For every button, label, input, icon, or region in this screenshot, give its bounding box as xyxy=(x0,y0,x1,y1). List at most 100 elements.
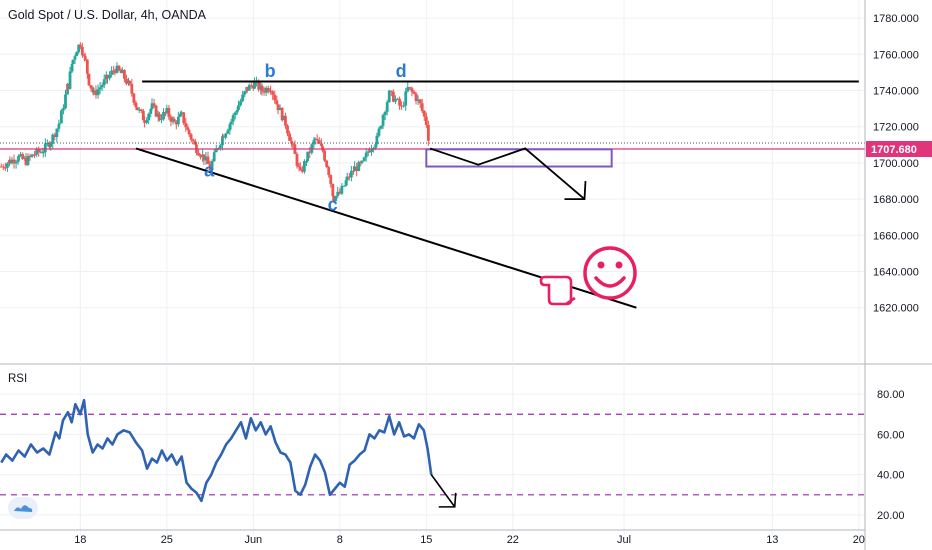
candle-body xyxy=(197,152,200,156)
candle-body xyxy=(302,161,306,172)
candle-body xyxy=(41,152,45,154)
price-tick-label: 1740.000 xyxy=(873,86,919,98)
candle-body xyxy=(120,70,124,74)
candle-body xyxy=(30,154,34,157)
candle-body xyxy=(164,112,167,114)
candle-body xyxy=(189,134,193,140)
candle-body xyxy=(313,138,317,141)
candle-body xyxy=(275,100,279,105)
candle-body xyxy=(106,74,109,79)
candle-body xyxy=(262,91,266,93)
candle-body xyxy=(143,120,146,123)
candle-body xyxy=(130,83,134,94)
candle-body xyxy=(264,87,268,93)
candle-body xyxy=(221,136,224,146)
candle-body xyxy=(184,123,188,128)
candle-body xyxy=(368,151,371,153)
candle-body xyxy=(284,115,287,126)
candle-body xyxy=(204,156,208,161)
time-tick-label: Jul xyxy=(617,534,631,546)
candle-body xyxy=(340,185,344,194)
candle-body xyxy=(108,74,111,79)
candle-body xyxy=(135,107,139,111)
candle-body xyxy=(214,148,218,153)
rsi-title: RSI xyxy=(8,373,28,385)
candle-body xyxy=(55,128,59,138)
price-tick-label: 1680.000 xyxy=(873,194,919,206)
candle-body xyxy=(117,65,121,71)
candle-body xyxy=(68,71,72,89)
price-tick-label: 1640.000 xyxy=(873,267,919,279)
candle-body xyxy=(385,102,389,112)
candle-body xyxy=(286,125,289,134)
time-tick-label: 8 xyxy=(337,534,343,546)
tradingview-logo-icon[interactable] xyxy=(8,497,38,519)
candle-body xyxy=(387,90,391,103)
candle-body xyxy=(125,78,128,84)
candle-body xyxy=(260,85,264,92)
candle-body xyxy=(12,159,16,164)
candle-body xyxy=(139,109,143,112)
candle-body xyxy=(169,116,173,122)
candle-body xyxy=(24,158,28,165)
candle-body xyxy=(77,44,81,53)
rsi-arrow xyxy=(430,474,456,508)
candle-body xyxy=(33,154,36,156)
candle-body xyxy=(45,142,49,144)
candle-body xyxy=(202,154,206,161)
candle-body xyxy=(150,103,154,109)
candle-body xyxy=(115,65,119,73)
candle-body xyxy=(308,151,312,153)
candle-body xyxy=(160,119,163,121)
candle-body xyxy=(75,52,79,57)
candle-body xyxy=(212,152,216,162)
candle-body xyxy=(379,125,383,129)
candle-body xyxy=(180,112,184,114)
candle-body xyxy=(334,195,338,201)
candle-body xyxy=(235,109,239,113)
candle-body xyxy=(391,91,395,102)
candle-body xyxy=(176,116,180,125)
candle-body xyxy=(222,136,226,138)
candle-body xyxy=(229,121,233,125)
trend-drawings[interactable]: a b c d xyxy=(0,61,865,309)
candle-body xyxy=(396,98,399,100)
candle-body xyxy=(94,90,98,96)
candle-body xyxy=(298,167,302,170)
candle-body xyxy=(206,156,210,165)
candle-body xyxy=(231,115,235,122)
grid xyxy=(0,0,865,535)
candle-body xyxy=(353,166,357,172)
candle-body xyxy=(347,176,351,178)
candle-body xyxy=(247,85,251,91)
candle-body xyxy=(165,108,169,113)
candle-body xyxy=(276,104,280,111)
rsi-tick-label: 80.00 xyxy=(877,389,905,401)
candle-body xyxy=(228,124,232,131)
candle-body xyxy=(381,114,385,126)
candle-body xyxy=(21,154,25,160)
time-tick-label: 15 xyxy=(420,534,432,546)
candle-body xyxy=(96,89,100,96)
candle-body xyxy=(26,155,30,165)
candle-body xyxy=(257,81,261,90)
price-tick-label: 1620.000 xyxy=(873,303,919,315)
candle-body xyxy=(271,91,275,95)
candle-body xyxy=(305,160,308,162)
candle-body xyxy=(317,140,321,144)
wave-label-b: b xyxy=(265,61,276,81)
candle-body xyxy=(394,98,397,102)
candle-body xyxy=(73,56,77,60)
candle-body xyxy=(191,139,195,142)
range-box xyxy=(425,148,613,168)
candle-body xyxy=(187,129,191,135)
price-tick-label: 1720.000 xyxy=(873,122,919,134)
candle-body xyxy=(297,165,301,168)
candle-body xyxy=(300,169,304,172)
candle-body xyxy=(370,149,373,153)
candle-body xyxy=(243,91,247,95)
candle-body xyxy=(288,133,291,141)
candle-body xyxy=(89,85,93,89)
current-price-label: 1707.680 xyxy=(871,144,917,156)
